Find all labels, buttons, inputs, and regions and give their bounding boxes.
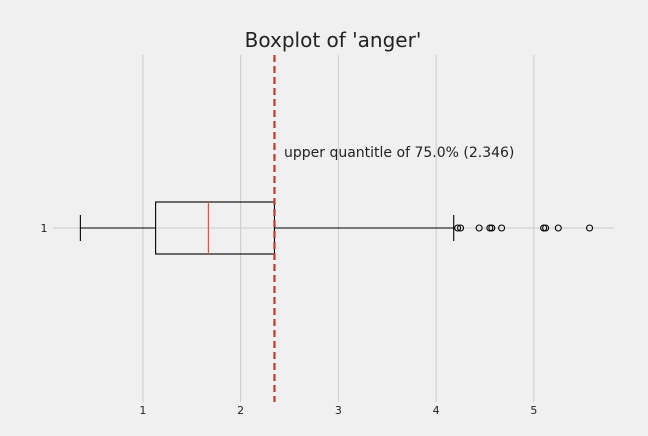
outlier-point [457,224,465,232]
chart-title: Boxplot of 'anger' [245,28,422,52]
text-layer: Boxplot of 'anger' upper quantitle of 75… [245,28,515,161]
plot-layer [79,55,594,402]
x-tick-label: 3 [335,404,342,417]
outlier-point [475,224,483,232]
annotation-label: upper quantitle of 75.0% (2.346) [284,145,514,161]
x-tick-label: 1 [139,404,146,417]
x-tick-label: 2 [237,404,244,417]
outlier-point [542,224,550,232]
outlier-point [554,224,562,232]
outlier-point [586,224,594,232]
outlier-point [486,224,494,232]
x-tick-label: 4 [433,404,440,417]
outlier-point [540,224,548,232]
y-tick-label: 1 [41,222,48,235]
grid-layer: 1 2 3 4 5 1 [41,55,614,417]
outlier-point [498,224,506,232]
iqr-box [155,201,276,255]
outlier-point [488,224,496,232]
x-tick-label: 5 [530,404,537,417]
outlier-point [454,224,462,232]
